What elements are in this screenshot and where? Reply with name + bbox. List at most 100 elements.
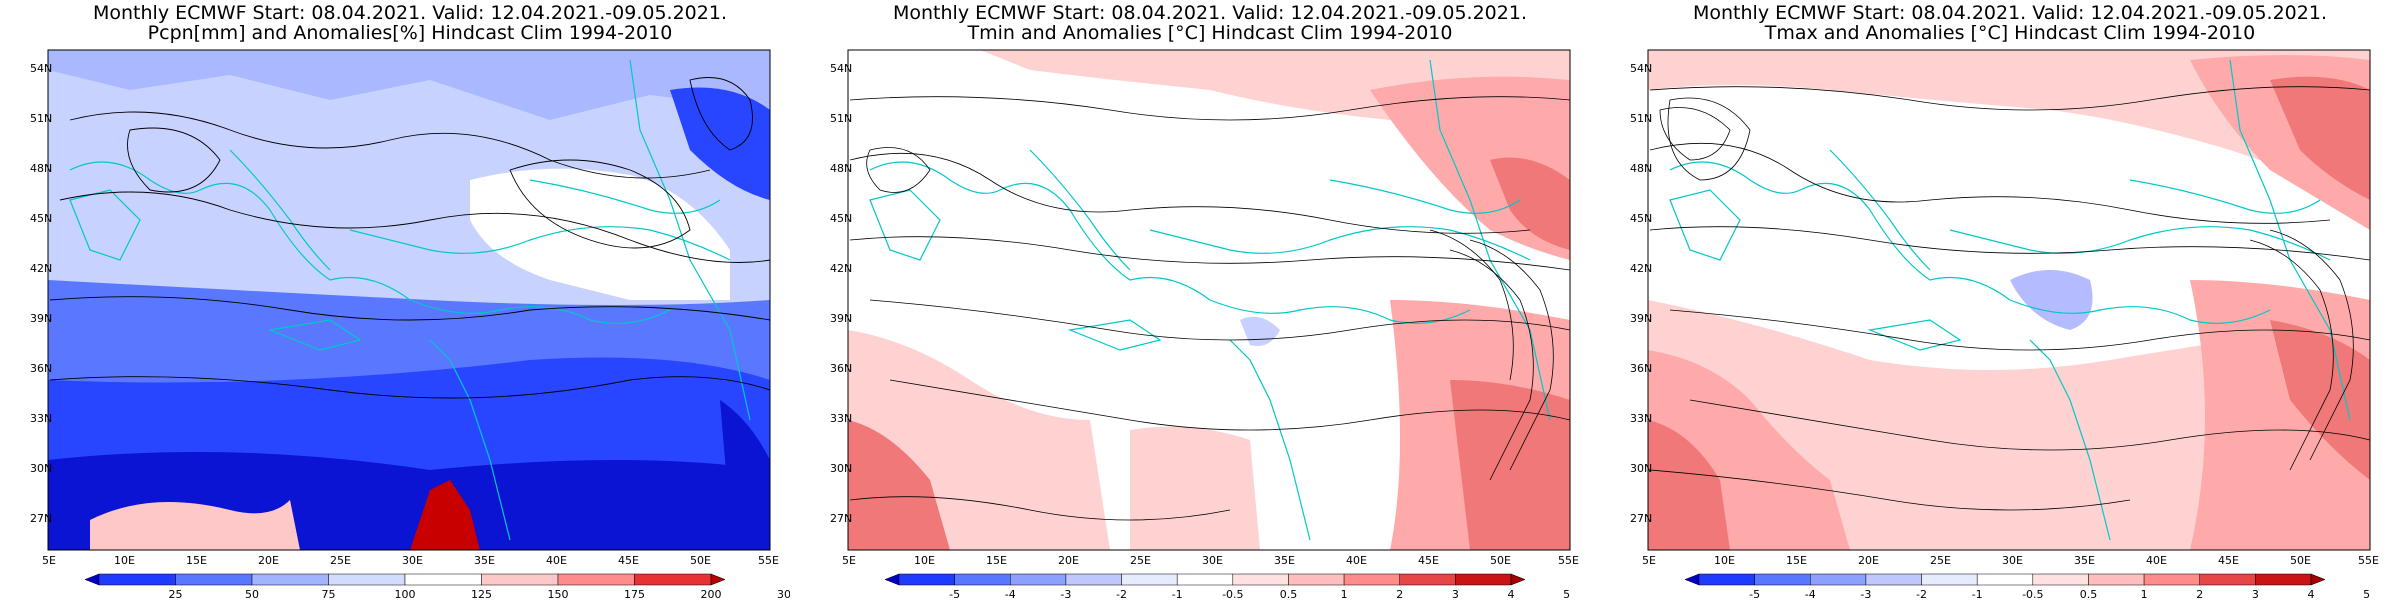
colorbar-swatch xyxy=(2088,573,2145,586)
lon-tick: 5E xyxy=(1642,554,1656,567)
colorbar-swatch xyxy=(1976,573,2034,586)
lon-tick: 50E xyxy=(1490,554,1511,567)
lon-tick: 5E xyxy=(42,554,56,567)
contours xyxy=(1649,86,2370,511)
colorbar-tick-label: 0.5 xyxy=(1280,588,1298,600)
colorbar-swatch xyxy=(1698,573,1755,586)
colorbar-swatch xyxy=(98,573,176,586)
lat-tick: 36N xyxy=(1630,362,1652,375)
colorbar-swatch xyxy=(2255,573,2312,586)
colorbar-swatch xyxy=(2032,573,2089,586)
lat-tick: 45N xyxy=(30,212,52,225)
lon-tick: 45E xyxy=(1418,554,1439,567)
lat-tick: 48N xyxy=(1630,162,1652,175)
lon-tick: 25E xyxy=(1930,554,1951,567)
colorbar: -5 -4 -3 -2 -1 -0.5 0.5 1 2 3 4 5 xyxy=(1684,573,2370,600)
lat-tick: 48N xyxy=(830,162,852,175)
lon-tick: 30E xyxy=(1202,554,1223,567)
map-svg: 54N 51N 48N 45N 42N 39N 36N 33N 30N 27N … xyxy=(1630,49,2379,600)
lat-tick: 39N xyxy=(1630,312,1652,325)
lon-tick: 25E xyxy=(1130,554,1151,567)
colorbar-swatch xyxy=(634,573,712,586)
lat-tick: 51N xyxy=(1630,112,1652,125)
colorbar-swatch xyxy=(1288,573,1345,586)
colorbar-tick-label: -1 xyxy=(1172,588,1183,600)
tmin-map-panel: Monthly ECMWF Start: 08.04.2021. Valid: … xyxy=(830,0,1590,600)
colorbar-swatch xyxy=(1510,573,1526,586)
lon-tick: 20E xyxy=(1058,554,1079,567)
lon-tick: 40E xyxy=(1346,554,1367,567)
lon-tick: 55E xyxy=(1558,554,1579,567)
lon-tick: 30E xyxy=(402,554,423,567)
colorbar-tick-label: 50 xyxy=(245,588,259,600)
coastlines xyxy=(1669,59,2351,541)
map-title-line1: Monthly ECMWF Start: 08.04.2021. Valid: … xyxy=(1693,2,2327,24)
colorbar-tick-label: 1 xyxy=(1341,588,1348,600)
colorbar: 25 50 75 100 125 150 175 200 300 xyxy=(84,573,790,600)
colorbar-tick-label: 150 xyxy=(548,588,569,600)
precipitation-map-panel: Monthly ECMWF Start: 08.04.2021. Valid: … xyxy=(30,0,790,600)
colorbar-swatch xyxy=(1010,573,1067,586)
lat-tick: 48N xyxy=(30,162,52,175)
colorbar-tick-label: -1 xyxy=(1972,588,1983,600)
colorbar-swatch xyxy=(84,573,100,586)
map-frame xyxy=(847,49,1571,551)
colorbar-swatch xyxy=(404,573,482,586)
colorbar-swatch xyxy=(1343,573,1400,586)
lon-tick: 20E xyxy=(1858,554,1879,567)
colorbar-swatch xyxy=(898,573,955,586)
colorbar-swatch xyxy=(328,573,406,586)
map-svg: 54N 51N 48N 45N 42N 39N 36N 33N 30N 27N … xyxy=(830,49,1579,600)
lat-tick: 33N xyxy=(1630,412,1652,425)
lat-tick: 51N xyxy=(30,112,52,125)
colorbar-swatch xyxy=(1810,573,1867,586)
tmax-map-panel: Monthly ECMWF Start: 08.04.2021. Valid: … xyxy=(1630,0,2390,600)
colorbar-tick-label: 75 xyxy=(322,588,336,600)
colorbar: -5 -4 -3 -2 -1 -0.5 0.5 1 2 3 4 5 xyxy=(884,573,1570,600)
map-title-line2: Pcpn[mm] and Anomalies[%] Hindcast Clim … xyxy=(147,22,673,44)
contours xyxy=(849,96,1570,521)
colorbar-swatch xyxy=(2310,573,2326,586)
lon-tick: 55E xyxy=(2358,554,2379,567)
lat-tick-labels: 54N 51N 48N 45N 42N 39N 36N 33N 30N 27N xyxy=(830,62,852,525)
lon-tick: 15E xyxy=(986,554,1007,567)
lat-tick: 54N xyxy=(30,62,52,75)
lat-tick: 30N xyxy=(830,462,852,475)
lon-tick: 10E xyxy=(914,554,935,567)
colorbar-tick-label: -4 xyxy=(1805,588,1816,600)
lon-tick: 40E xyxy=(2146,554,2167,567)
colorbar-tick-label: -0.5 xyxy=(1222,588,1243,600)
map-title-line2: Tmin and Anomalies [°C] Hindcast Clim 19… xyxy=(967,22,1453,44)
contours xyxy=(49,77,770,399)
anomaly-fill xyxy=(48,50,770,550)
lat-tick: 30N xyxy=(1630,462,1652,475)
lat-tick: 30N xyxy=(30,462,52,475)
lon-tick-labels: 5E 10E 15E 20E 25E 30E 35E 40E 45E 50E 5… xyxy=(1642,554,2379,567)
lat-tick: 36N xyxy=(30,362,52,375)
colorbar-tick-label: 3 xyxy=(1452,588,1459,600)
colorbar-swatch xyxy=(557,573,635,586)
colorbar-tick-label: 100 xyxy=(395,588,416,600)
colorbar-tick-label: -2 xyxy=(1116,588,1127,600)
colorbar-swatch xyxy=(1232,573,1289,586)
lon-tick: 45E xyxy=(2218,554,2239,567)
map-svg: 54N 51N 48N 45N 42N 39N 36N 33N 30N 27N … xyxy=(30,49,790,600)
colorbar-swatch xyxy=(1754,573,1811,586)
lon-tick: 35E xyxy=(2074,554,2095,567)
lon-tick: 40E xyxy=(546,554,567,567)
lon-tick: 45E xyxy=(618,554,639,567)
colorbar-tick-label: 2 xyxy=(1396,588,1403,600)
lat-tick-labels: 54N 51N 48N 45N 42N 39N 36N 33N 30N 27N xyxy=(1630,62,1652,525)
colorbar-tick-label: -2 xyxy=(1916,588,1927,600)
colorbar-tick-label: 25 xyxy=(169,588,183,600)
lat-tick: 27N xyxy=(830,512,852,525)
colorbar-tick-label: 125 xyxy=(471,588,492,600)
lat-tick: 39N xyxy=(830,312,852,325)
lat-tick: 54N xyxy=(1630,62,1652,75)
colorbar-swatch xyxy=(175,573,253,586)
map-title-line2: Tmax and Anomalies [°C] Hindcast Clim 19… xyxy=(1764,22,2256,44)
lon-tick: 30E xyxy=(2002,554,2023,567)
colorbar-tick-label: 0.5 xyxy=(2080,588,2098,600)
coastlines xyxy=(69,59,751,541)
colorbar-swatch xyxy=(1455,573,1512,586)
